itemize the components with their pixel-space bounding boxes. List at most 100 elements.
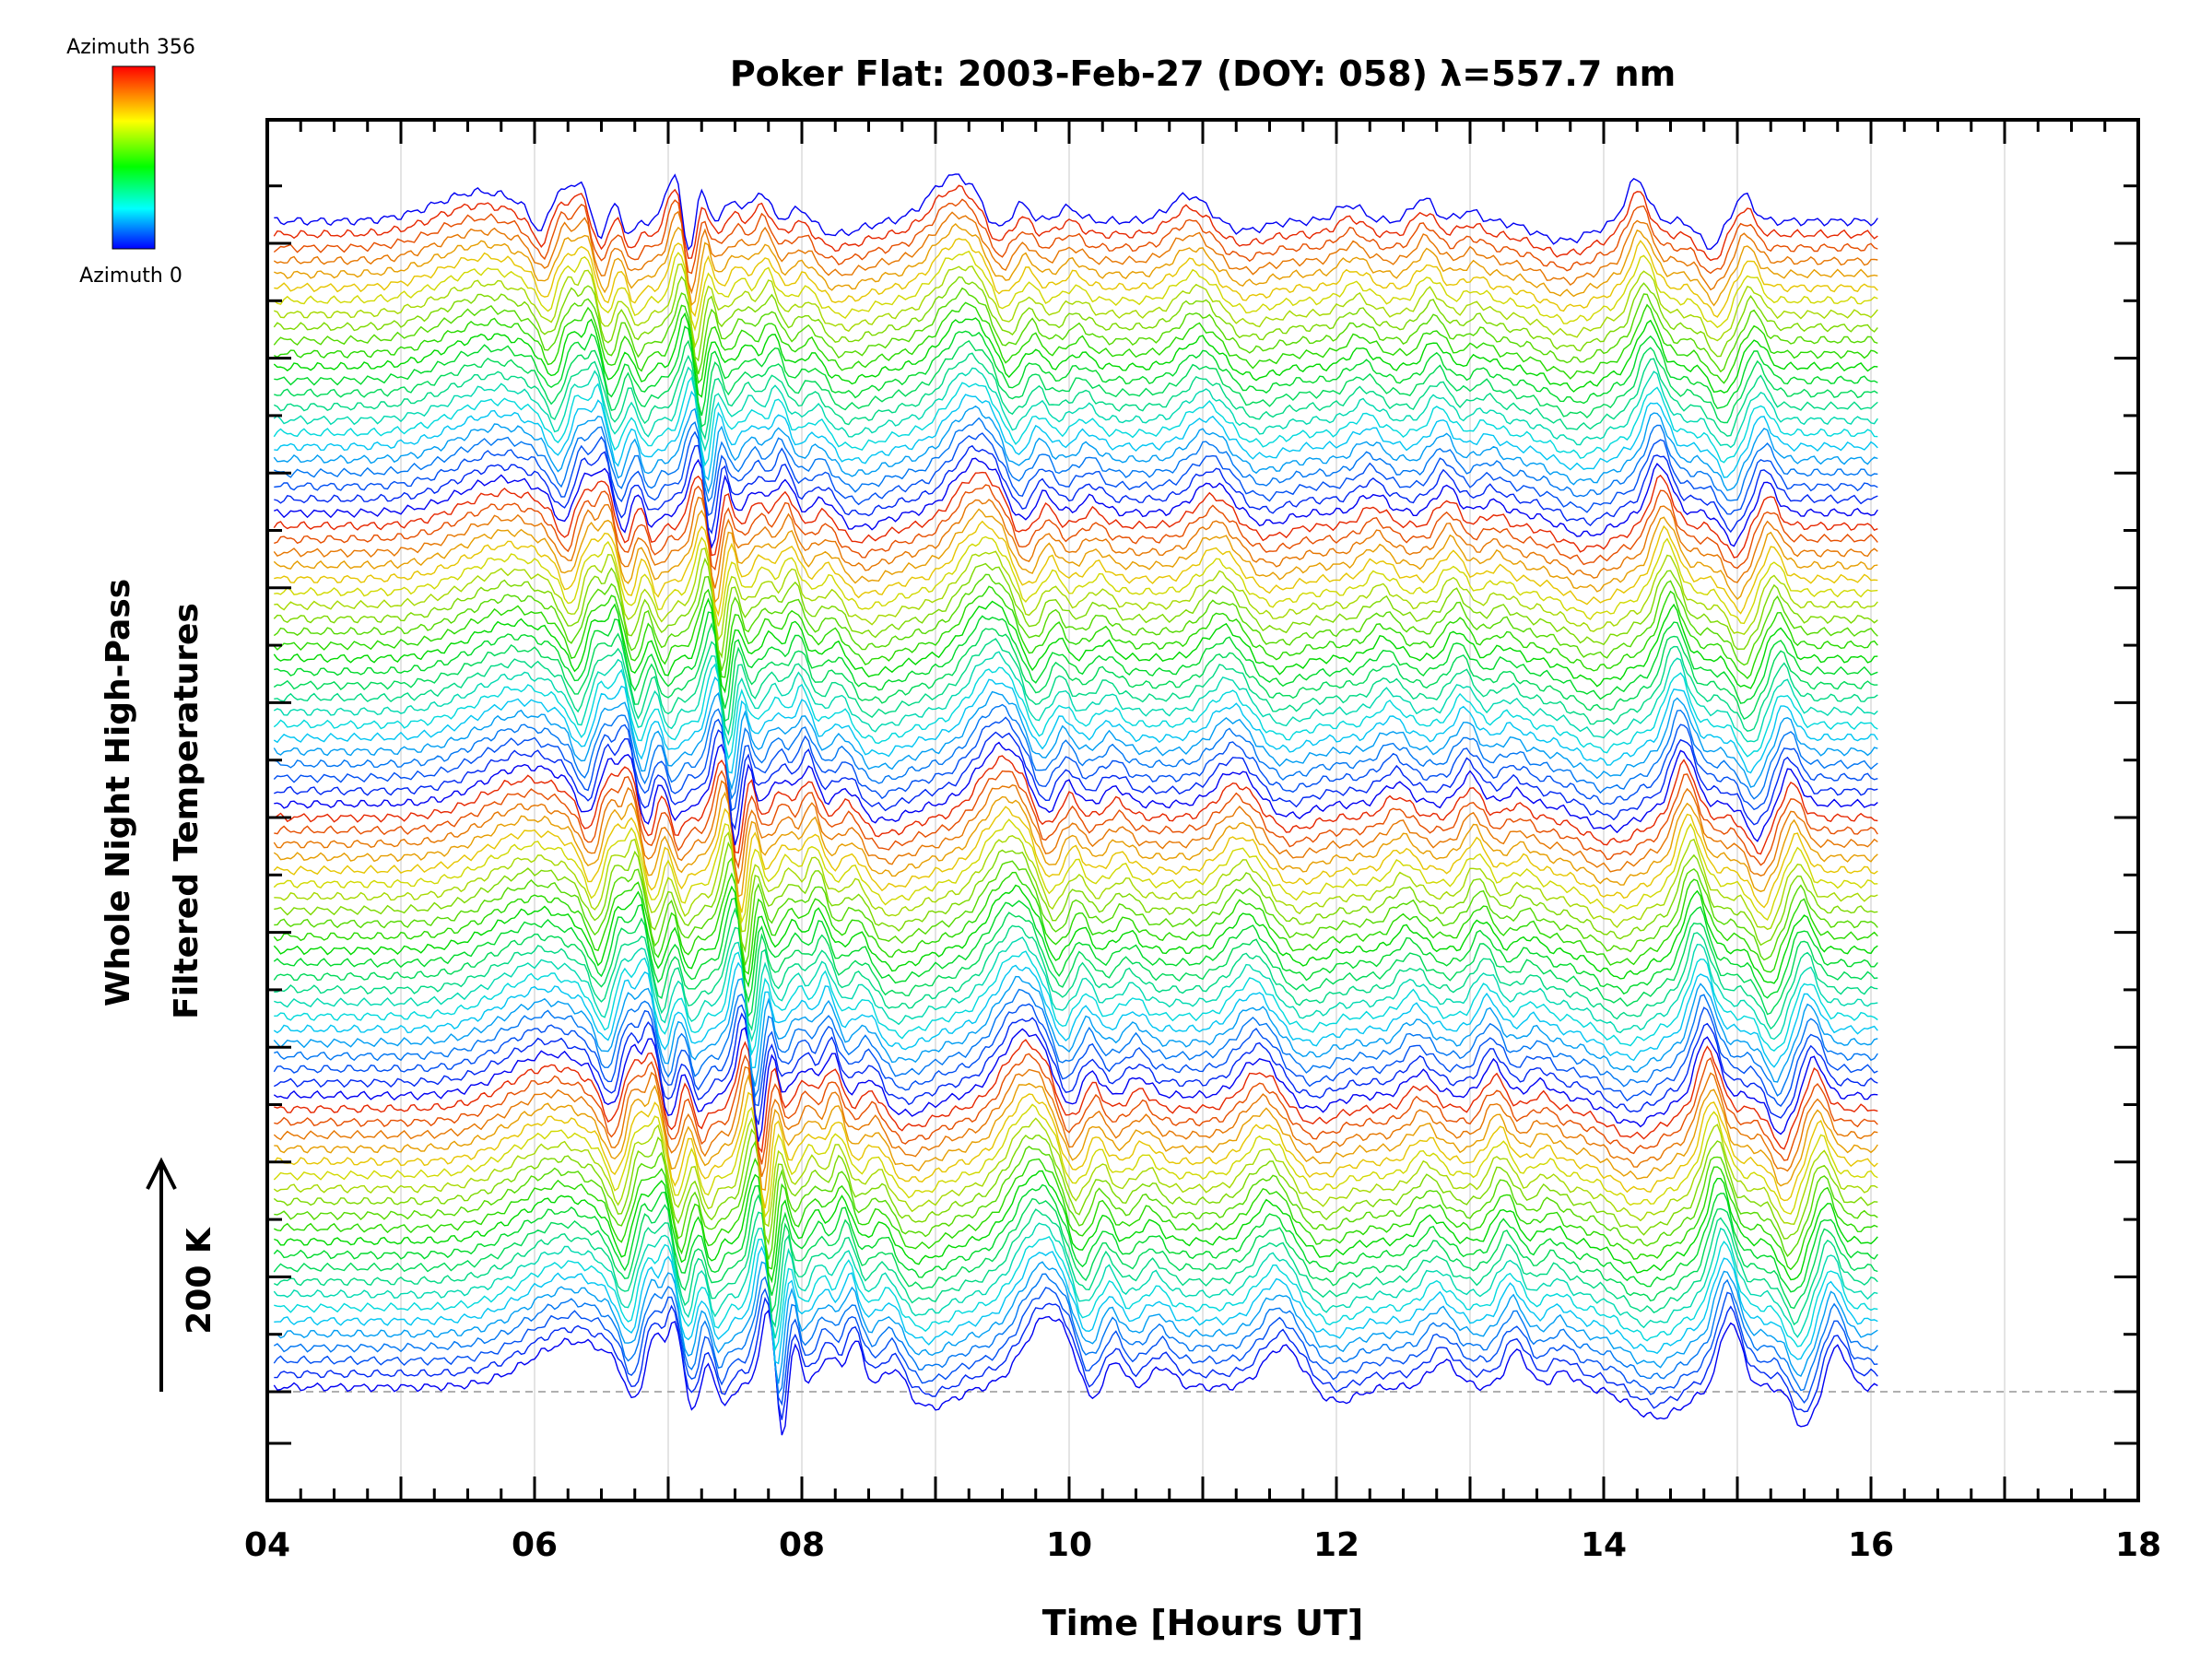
series-line	[274, 390, 1878, 481]
colorbar	[112, 65, 156, 250]
series-line	[274, 339, 1878, 428]
series-line	[273, 676, 1878, 774]
series-line	[273, 1091, 1878, 1209]
series-line	[274, 924, 1878, 1031]
series-line	[273, 1103, 1878, 1218]
series-line	[273, 651, 1878, 747]
series-line	[274, 325, 1878, 417]
x-tick-label: 18	[2115, 1526, 2161, 1564]
series-line	[273, 301, 1878, 384]
series-line	[274, 484, 1878, 571]
series-line	[274, 444, 1878, 535]
series-line	[273, 1012, 1878, 1125]
plot-frame	[265, 118, 2140, 1502]
x-tick-label: 10	[1046, 1526, 1092, 1564]
series-line	[274, 173, 1878, 251]
series-line	[273, 597, 1878, 694]
x-tick-labels: 04 06 08 10 12 14 16 18	[244, 1526, 2161, 1564]
series-line	[274, 263, 1878, 349]
chart-title: Poker Flat: 2003-Feb-27 (DOY: 058) λ=557…	[730, 53, 1676, 94]
series-line	[273, 791, 1878, 898]
series-line	[273, 1309, 1878, 1436]
series-line	[273, 184, 1878, 262]
series-line	[273, 961, 1878, 1069]
series-line	[273, 276, 1878, 362]
x-tick-label: 12	[1313, 1526, 1359, 1564]
series-line	[274, 535, 1878, 627]
series-line	[274, 352, 1878, 441]
series-line	[273, 198, 1878, 275]
x-tick-label: 14	[1581, 1526, 1627, 1564]
series-line	[274, 741, 1878, 846]
x-tick-label: 16	[1848, 1526, 1894, 1564]
series-line	[273, 871, 1878, 975]
series-line	[273, 663, 1878, 760]
series-line	[274, 1157, 1878, 1271]
series-line	[273, 907, 1878, 1018]
grid-lines	[400, 120, 2006, 1500]
series-line	[274, 638, 1878, 736]
scale-arrow	[146, 1157, 177, 1392]
series-line	[274, 430, 1878, 517]
series-line	[274, 1236, 1878, 1352]
series-line	[273, 1117, 1878, 1228]
series-line	[273, 585, 1878, 680]
series-line	[273, 210, 1878, 295]
series-line	[273, 806, 1878, 913]
series-line	[274, 1140, 1878, 1260]
series-line	[273, 975, 1878, 1087]
series-line	[273, 1194, 1878, 1314]
series-line	[274, 457, 1878, 549]
series-line	[274, 223, 1878, 307]
series-line	[273, 1128, 1878, 1246]
series-line	[273, 287, 1878, 375]
series-line	[273, 897, 1878, 1004]
series-line	[273, 366, 1878, 453]
series-line	[274, 238, 1878, 318]
x-tick-label: 08	[779, 1526, 825, 1564]
series-line	[273, 496, 1878, 589]
series-line	[274, 1296, 1878, 1420]
colorbar-top-label: Azimuth 356	[66, 36, 195, 59]
series-line	[274, 1208, 1878, 1328]
series-line	[273, 1273, 1878, 1395]
series-line	[273, 573, 1878, 671]
series-line	[273, 755, 1878, 855]
series-line	[274, 1245, 1878, 1365]
series-line	[273, 780, 1878, 884]
series-line	[274, 856, 1878, 966]
series-line	[274, 988, 1878, 1099]
series-line	[273, 622, 1878, 723]
series-line	[274, 841, 1878, 954]
series-line	[274, 1053, 1878, 1165]
series-line	[274, 1074, 1878, 1192]
series-line	[274, 547, 1878, 641]
series-line	[273, 405, 1878, 495]
series-line	[274, 520, 1878, 618]
series-line	[273, 818, 1878, 924]
x-tick-label: 06	[512, 1526, 558, 1564]
series-line	[274, 770, 1878, 870]
series-line	[274, 729, 1878, 831]
series-line	[273, 1065, 1878, 1178]
series-line	[273, 1003, 1878, 1107]
series-line	[273, 557, 1878, 659]
series-line	[273, 1183, 1878, 1296]
series-lines	[273, 173, 1878, 1436]
scale-bar-label: 200 K	[181, 1227, 218, 1335]
y-axis-label-line1: Whole Night High-Pass	[100, 579, 137, 1006]
x-axis-label: Time [Hours UT]	[1042, 1603, 1364, 1643]
x-tick-label: 04	[244, 1526, 290, 1564]
series-line	[273, 716, 1878, 812]
series-line	[274, 703, 1878, 800]
series-line	[274, 417, 1878, 503]
series-line	[274, 831, 1878, 933]
series-line	[274, 950, 1878, 1056]
series-line	[274, 611, 1878, 709]
series-line	[274, 1261, 1878, 1384]
series-line	[273, 376, 1878, 467]
series-line	[274, 936, 1878, 1042]
series-line	[274, 1039, 1878, 1154]
series-line	[273, 690, 1878, 792]
